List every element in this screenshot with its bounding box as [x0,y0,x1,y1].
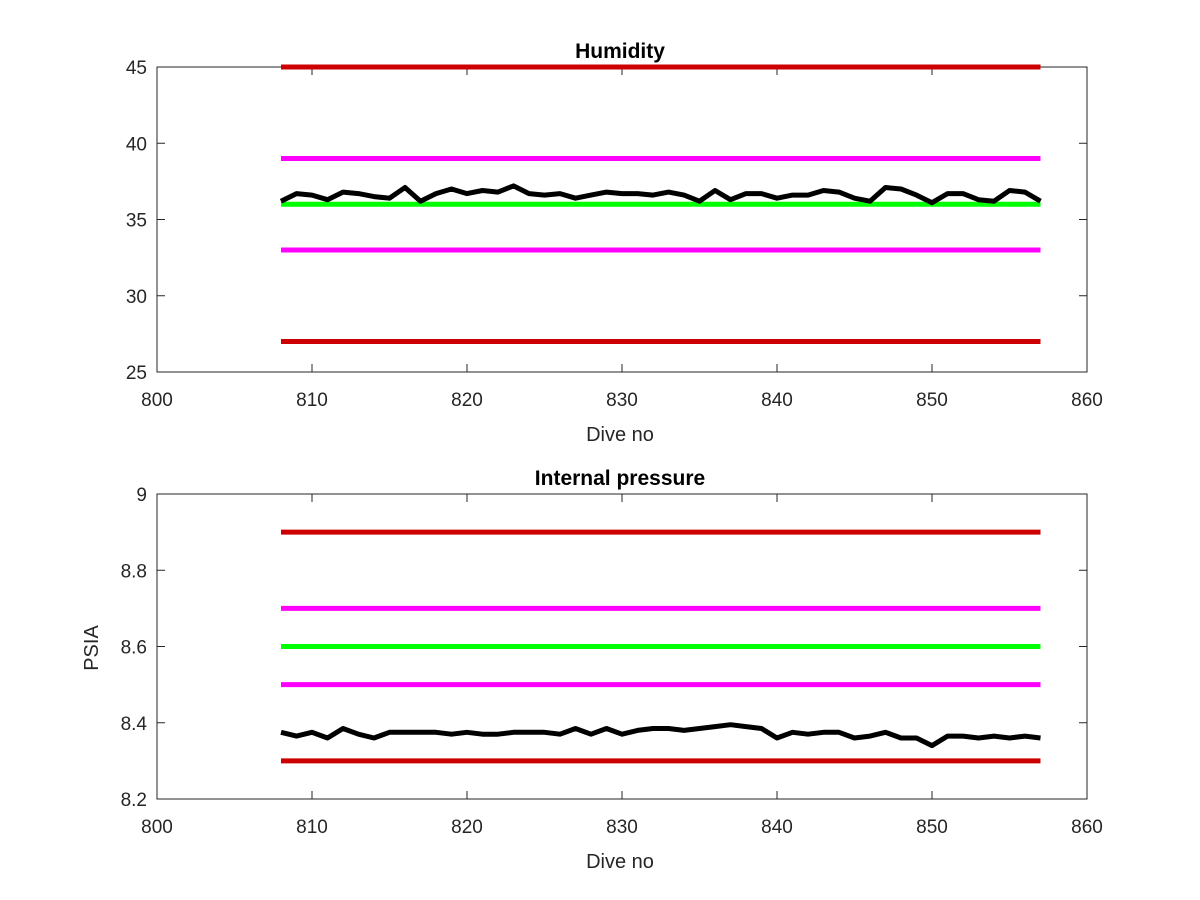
humidity-y-tick-label: 25 [126,363,147,384]
humidity-x-tick-label: 850 [916,390,948,411]
pressure-x-tick-label: 830 [606,817,638,838]
pressure-y-tick-label: 8.2 [121,790,147,811]
pressure-data-series-line [280,722,1041,749]
humidity-plot-area: 800 810 820 830 840 850 860 25 30 35 40 45 [126,58,1103,411]
pressure-y-tick-label: 8.4 [121,714,148,735]
pressure-x-tick-label: 860 [1071,817,1103,838]
humidity-title: Humidity [575,40,665,63]
pressure-y-tick-label: 8.6 [121,638,147,659]
humidity-x-tick-label: 860 [1071,390,1103,411]
humidity-x-axis-label: Dive no [586,424,654,446]
humidity-x-tick-label: 800 [141,390,173,411]
humidity-y-tick-label: 30 [126,287,147,308]
pressure-x-tick-label: 850 [916,817,948,838]
pressure-y-tick-label: 8.8 [121,561,147,582]
pressure-x-tick-label: 840 [761,817,793,838]
humidity-x-tick-label: 840 [761,390,793,411]
humidity-x-tick-label: 830 [606,390,638,411]
pressure-plot-area: 800 810 820 830 840 850 860 8.2 8.4 8.6 8.8 9 [121,485,1103,838]
humidity-x-tick-label: 810 [296,390,328,411]
humidity-y-tick-label: 45 [126,58,147,79]
humidity-x-tick-label: 820 [451,390,483,411]
pressure-x-tick-label: 800 [141,817,173,838]
pressure-title: Internal pressure [535,467,705,490]
humidity-y-tick-label: 35 [126,211,147,232]
pressure-y-axis-label: PSIA [81,625,103,671]
humidity-data-series-line [279,183,1042,206]
pressure-x-axis-label: Dive no [586,851,654,873]
pressure-y-tick-label: 9 [136,485,147,506]
humidity-subplot: Humidity Dive no 800 810 820 830 840 850 860 25… [126,40,1103,446]
pressure-x-tick-label: 820 [451,817,483,838]
humidity-axes-box [156,66,1088,373]
humidity-y-tick-label: 40 [126,134,147,155]
pressure-subplot: Internal pressure Dive no PSIA 800 810 820… [81,467,1103,873]
pressure-x-tick-label: 810 [296,817,328,838]
